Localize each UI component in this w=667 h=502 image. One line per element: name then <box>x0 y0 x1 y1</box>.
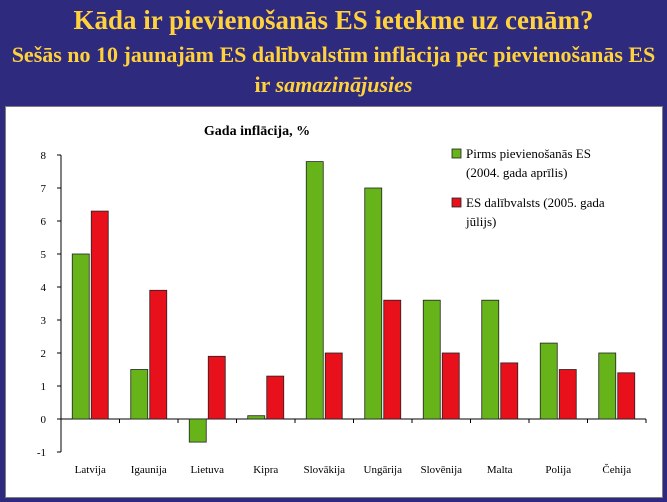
x-tick-label: Ungārija <box>364 464 403 476</box>
legend-label: Pirms pievienošanās ES <box>466 146 591 161</box>
bar-before <box>481 299 500 420</box>
bar-after <box>500 362 519 420</box>
x-tick-label: Latvija <box>75 464 106 476</box>
x-tick-label: Lietuva <box>190 464 224 476</box>
chart-axes: -1 0 1 2 3 4 5 6 7 8 Latvija Igaunija Lietuva Kipra Sl… <box>37 150 647 476</box>
chart-legend: Pirms pievienošanās ES (2004. gada aprīli… <box>451 146 605 229</box>
y-tick-label: 0 <box>41 414 47 426</box>
bar-before <box>130 369 149 420</box>
y-tick-label: 2 <box>41 348 47 360</box>
bar-before <box>364 187 383 420</box>
bar-after <box>558 369 577 420</box>
chart-bars <box>71 161 636 443</box>
y-tick-label: -1 <box>37 447 46 459</box>
slide-header: Kāda ir pievienošanās ES ietekme uz cenā… <box>0 0 667 104</box>
y-tick-label: 1 <box>41 381 47 393</box>
bar-before <box>539 342 558 420</box>
legend-label: jūlijs) <box>465 214 496 229</box>
x-tick-label: Slovēnija <box>420 464 462 476</box>
x-tick-label: Slovākija <box>303 464 345 476</box>
bar-after <box>617 372 636 420</box>
x-tick-label: Čehija <box>602 464 631 476</box>
legend-swatch <box>451 197 462 208</box>
y-tick-label: 4 <box>41 282 47 294</box>
bar-after <box>149 289 168 420</box>
bar-before <box>598 352 617 420</box>
y-tick-label: 3 <box>41 315 47 327</box>
y-tick-label: 6 <box>41 216 47 228</box>
subtitle-italic-text: samazinājusies <box>275 72 413 97</box>
slide-title: Kāda ir pievienošanās ES ietekme uz cenā… <box>73 5 594 35</box>
x-tick-label: Malta <box>487 464 513 476</box>
bar-after <box>324 352 343 420</box>
bar-after <box>90 210 109 420</box>
bar-before <box>247 415 266 420</box>
bar-before <box>188 418 207 443</box>
legend-label: (2004. gada aprīlis) <box>466 165 567 180</box>
y-tick-label: 8 <box>41 150 47 162</box>
inflation-bar-chart: Gada inflācija, % -1 0 1 2 3 4 5 6 7 8 Latvija Igau… <box>37 124 647 476</box>
bar-after <box>383 299 402 420</box>
bar-after <box>441 352 460 420</box>
bar-before <box>305 161 324 420</box>
chart-title: Gada inflācija, % <box>204 124 310 139</box>
bar-before <box>71 253 90 420</box>
y-tick-label: 7 <box>41 183 47 195</box>
bar-after <box>207 355 226 420</box>
x-tick-label: Polija <box>545 464 571 476</box>
slide-subtitle: Sešās no 10 jaunajām ES dalībvalstīm inf… <box>10 40 657 100</box>
chart-panel: Gada inflācija, % -1 0 1 2 3 4 5 6 7 8 Latvija Igau… <box>5 106 663 498</box>
y-tick-label: 5 <box>41 249 47 261</box>
bar-after <box>266 375 285 420</box>
bar-before <box>422 299 441 420</box>
subtitle-main-text: Sešās no 10 jaunajām ES dalībvalstīm inf… <box>11 42 656 97</box>
x-tick-label: Igaunija <box>131 464 167 476</box>
legend-swatch <box>451 148 462 159</box>
legend-label: ES dalībvalsts (2005. gada <box>466 195 605 210</box>
x-tick-label: Kipra <box>253 464 278 476</box>
